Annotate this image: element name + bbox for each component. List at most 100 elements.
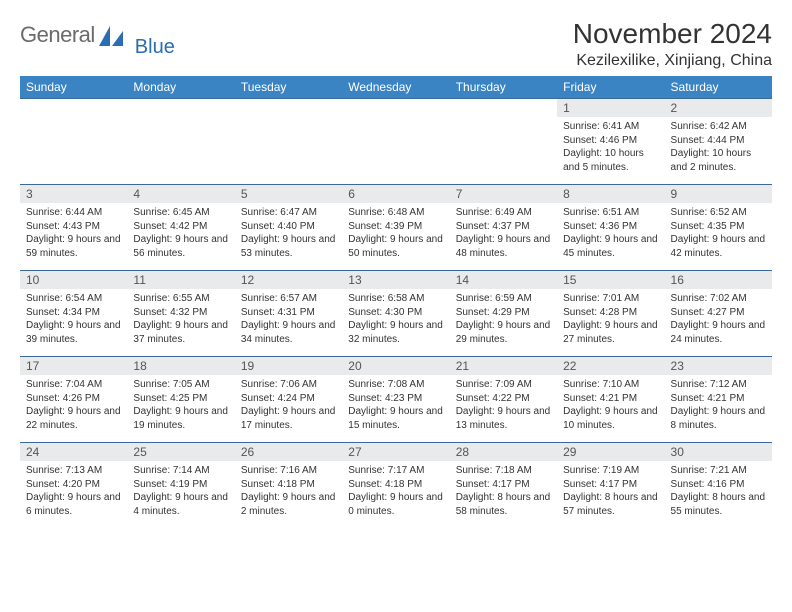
day-body: Sunrise: 7:05 AMSunset: 4:25 PMDaylight:… [127,375,234,436]
calendar-cell: 8Sunrise: 6:51 AMSunset: 4:36 PMDaylight… [557,185,664,271]
day-body: Sunrise: 7:02 AMSunset: 4:27 PMDaylight:… [665,289,772,350]
sunrise-text: Sunrise: 6:52 AM [671,206,766,220]
day-number: 13 [342,271,449,289]
daylight-text: Daylight: 9 hours and 24 minutes. [671,319,766,346]
daylight-text: Daylight: 9 hours and 0 minutes. [348,491,443,518]
sunrise-text: Sunrise: 7:21 AM [671,464,766,478]
daylight-text: Daylight: 9 hours and 13 minutes. [456,405,551,432]
sunset-text: Sunset: 4:21 PM [563,392,658,406]
daylight-text: Daylight: 9 hours and 19 minutes. [133,405,228,432]
sunset-text: Sunset: 4:20 PM [26,478,121,492]
sunrise-text: Sunrise: 6:45 AM [133,206,228,220]
weekday-header: Sunday [20,76,127,99]
sunset-text: Sunset: 4:43 PM [26,220,121,234]
sunset-text: Sunset: 4:36 PM [563,220,658,234]
day-body: Sunrise: 6:55 AMSunset: 4:32 PMDaylight:… [127,289,234,350]
weekday-header: Thursday [450,76,557,99]
calendar-cell: 4Sunrise: 6:45 AMSunset: 4:42 PMDaylight… [127,185,234,271]
day-number: 28 [450,443,557,461]
sunrise-text: Sunrise: 7:06 AM [241,378,336,392]
day-number: 2 [665,99,772,117]
day-body: Sunrise: 7:18 AMSunset: 4:17 PMDaylight:… [450,461,557,522]
weekday-header: Monday [127,76,234,99]
sunset-text: Sunset: 4:32 PM [133,306,228,320]
daylight-text: Daylight: 9 hours and 45 minutes. [563,233,658,260]
day-body: Sunrise: 6:52 AMSunset: 4:35 PMDaylight:… [665,203,772,264]
daylight-text: Daylight: 10 hours and 2 minutes. [671,147,766,174]
calendar-row: 17Sunrise: 7:04 AMSunset: 4:26 PMDayligh… [20,357,772,443]
sunrise-text: Sunrise: 7:05 AM [133,378,228,392]
day-body: Sunrise: 7:10 AMSunset: 4:21 PMDaylight:… [557,375,664,436]
sunrise-text: Sunrise: 7:12 AM [671,378,766,392]
sunset-text: Sunset: 4:19 PM [133,478,228,492]
calendar-cell: 1Sunrise: 6:41 AMSunset: 4:46 PMDaylight… [557,99,664,185]
day-body: Sunrise: 7:14 AMSunset: 4:19 PMDaylight:… [127,461,234,522]
sunrise-text: Sunrise: 6:47 AM [241,206,336,220]
day-number: 21 [450,357,557,375]
daylight-text: Daylight: 9 hours and 53 minutes. [241,233,336,260]
sunrise-text: Sunrise: 7:04 AM [26,378,121,392]
weekday-header: Saturday [665,76,772,99]
daylight-text: Daylight: 9 hours and 4 minutes. [133,491,228,518]
calendar-cell [342,99,449,185]
weekday-header: Tuesday [235,76,342,99]
day-number: 24 [20,443,127,461]
daylight-text: Daylight: 8 hours and 58 minutes. [456,491,551,518]
sunrise-text: Sunrise: 6:55 AM [133,292,228,306]
day-number: 26 [235,443,342,461]
day-number: 8 [557,185,664,203]
sunset-text: Sunset: 4:44 PM [671,134,766,148]
day-body: Sunrise: 6:57 AMSunset: 4:31 PMDaylight:… [235,289,342,350]
sunrise-text: Sunrise: 7:18 AM [456,464,551,478]
logo-text-general: General [20,22,95,48]
day-number: 20 [342,357,449,375]
day-body: Sunrise: 7:12 AMSunset: 4:21 PMDaylight:… [665,375,772,436]
day-number: 12 [235,271,342,289]
calendar-cell: 27Sunrise: 7:17 AMSunset: 4:18 PMDayligh… [342,443,449,529]
sunset-text: Sunset: 4:42 PM [133,220,228,234]
sunset-text: Sunset: 4:24 PM [241,392,336,406]
weekday-header: Friday [557,76,664,99]
sunrise-text: Sunrise: 7:14 AM [133,464,228,478]
sunrise-text: Sunrise: 6:44 AM [26,206,121,220]
calendar-cell: 15Sunrise: 7:01 AMSunset: 4:28 PMDayligh… [557,271,664,357]
calendar-cell: 10Sunrise: 6:54 AMSunset: 4:34 PMDayligh… [20,271,127,357]
day-number: 5 [235,185,342,203]
sunrise-text: Sunrise: 6:48 AM [348,206,443,220]
day-number: 6 [342,185,449,203]
sunset-text: Sunset: 4:27 PM [671,306,766,320]
sunset-text: Sunset: 4:29 PM [456,306,551,320]
sunset-text: Sunset: 4:35 PM [671,220,766,234]
sunset-text: Sunset: 4:31 PM [241,306,336,320]
daylight-text: Daylight: 9 hours and 10 minutes. [563,405,658,432]
daylight-text: Daylight: 9 hours and 8 minutes. [671,405,766,432]
sunrise-text: Sunrise: 7:17 AM [348,464,443,478]
daylight-text: Daylight: 9 hours and 37 minutes. [133,319,228,346]
day-body: Sunrise: 7:04 AMSunset: 4:26 PMDaylight:… [20,375,127,436]
sunrise-text: Sunrise: 7:09 AM [456,378,551,392]
calendar-cell: 18Sunrise: 7:05 AMSunset: 4:25 PMDayligh… [127,357,234,443]
daylight-text: Daylight: 10 hours and 5 minutes. [563,147,658,174]
weekday-header: Wednesday [342,76,449,99]
day-number: 19 [235,357,342,375]
calendar-cell: 19Sunrise: 7:06 AMSunset: 4:24 PMDayligh… [235,357,342,443]
daylight-text: Daylight: 9 hours and 32 minutes. [348,319,443,346]
daylight-text: Daylight: 8 hours and 57 minutes. [563,491,658,518]
calendar-cell: 25Sunrise: 7:14 AMSunset: 4:19 PMDayligh… [127,443,234,529]
day-body: Sunrise: 7:21 AMSunset: 4:16 PMDaylight:… [665,461,772,522]
daylight-text: Daylight: 9 hours and 22 minutes. [26,405,121,432]
sunset-text: Sunset: 4:39 PM [348,220,443,234]
page-title: November 2024 [573,18,772,50]
day-body: Sunrise: 7:13 AMSunset: 4:20 PMDaylight:… [20,461,127,522]
day-number: 15 [557,271,664,289]
sunrise-text: Sunrise: 6:57 AM [241,292,336,306]
day-body: Sunrise: 7:01 AMSunset: 4:28 PMDaylight:… [557,289,664,350]
day-number: 7 [450,185,557,203]
day-body: Sunrise: 6:51 AMSunset: 4:36 PMDaylight:… [557,203,664,264]
day-number: 9 [665,185,772,203]
day-number: 11 [127,271,234,289]
sunrise-text: Sunrise: 7:01 AM [563,292,658,306]
daylight-text: Daylight: 9 hours and 50 minutes. [348,233,443,260]
day-body: Sunrise: 6:59 AMSunset: 4:29 PMDaylight:… [450,289,557,350]
day-number: 22 [557,357,664,375]
